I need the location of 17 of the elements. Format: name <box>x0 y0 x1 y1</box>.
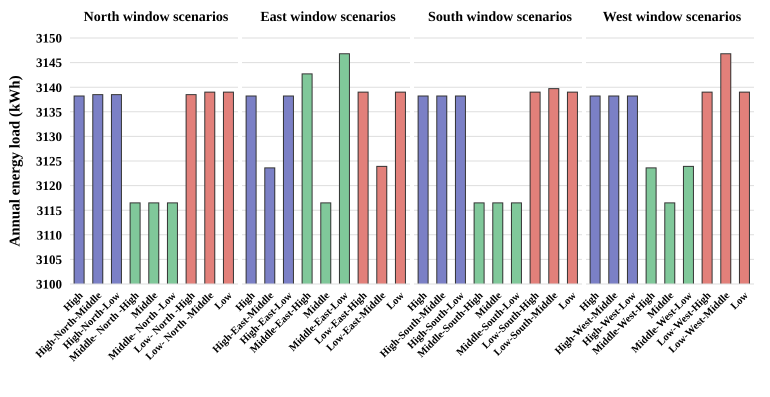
y-axis-title: Annual energy load (kWh) <box>7 75 24 247</box>
y-tick-label: 3115 <box>36 202 62 218</box>
y-tick-label: 3105 <box>36 252 62 268</box>
y-tick-label: 3145 <box>36 55 62 70</box>
x-tick-label: Low <box>728 290 752 312</box>
y-tick-label: 3110 <box>36 227 62 242</box>
y-tick-label: 3140 <box>36 80 62 95</box>
y-tick-label: 3135 <box>36 104 62 120</box>
y-tick-label: 3120 <box>36 178 62 194</box>
y-tick-label: 3150 <box>36 30 62 46</box>
chart-title: East window scenarios <box>259 9 397 27</box>
chart-title: South window scenarios <box>427 9 573 27</box>
y-tick-label: 3130 <box>36 129 62 144</box>
y-tick-label: 3100 <box>36 276 62 292</box>
chart-title: North window scenarios <box>82 9 230 27</box>
y-tick-label: 3125 <box>36 154 62 169</box>
chart-title: West window scenarios <box>602 9 742 27</box>
